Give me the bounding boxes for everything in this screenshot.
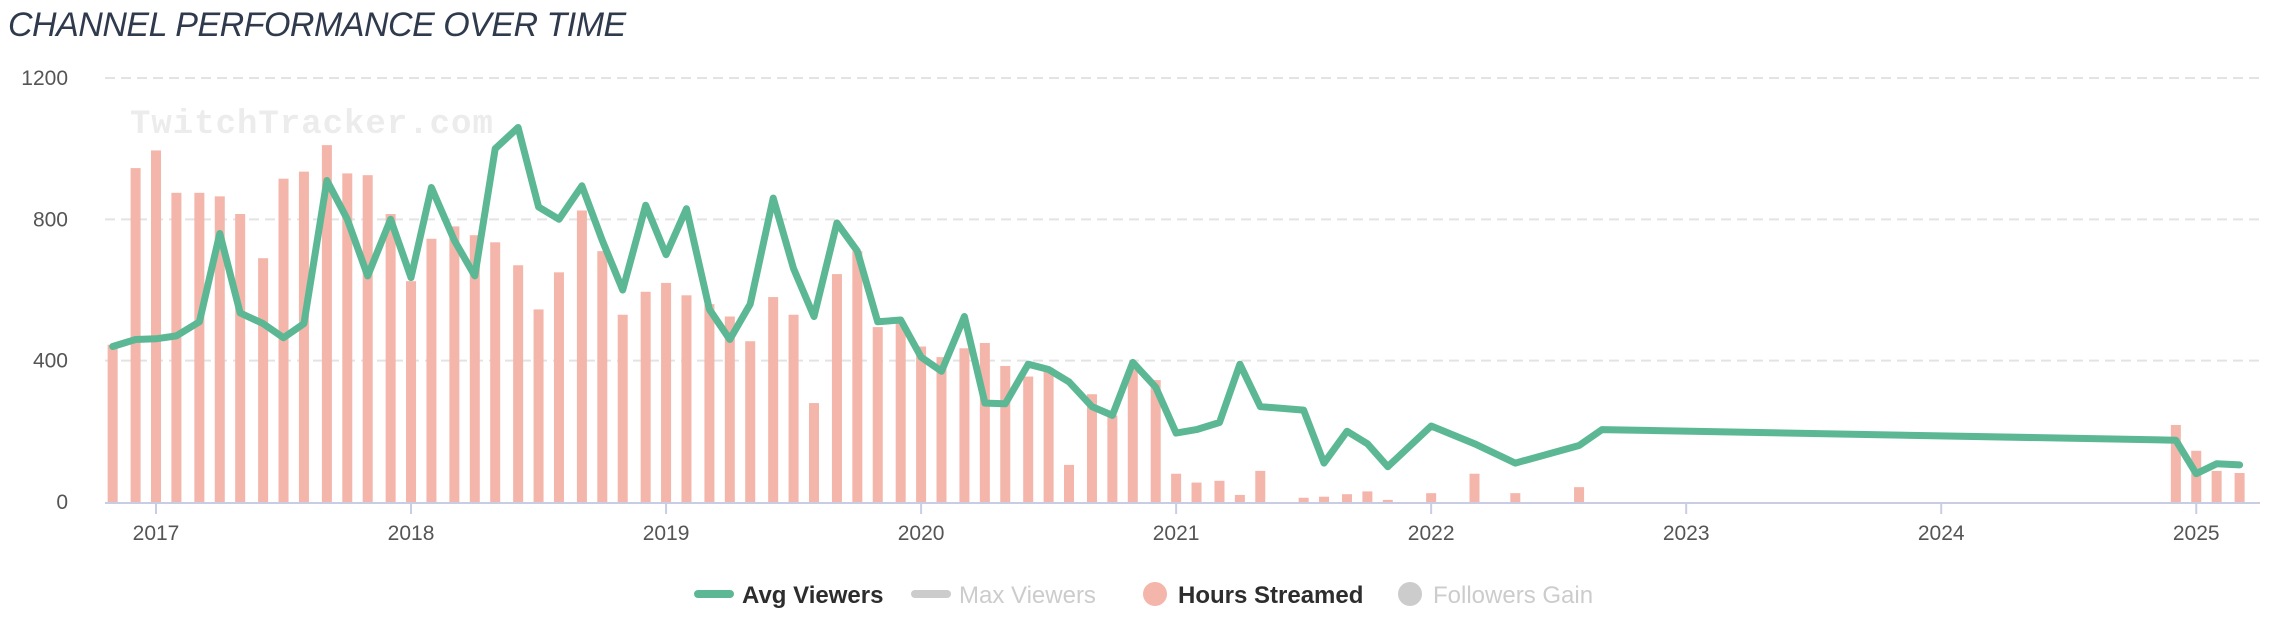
- hours-streamed-bar: [171, 192, 182, 503]
- hours-streamed-bar: [1214, 480, 1225, 502]
- hours-streamed-bar: [640, 291, 651, 502]
- hours-streamed-bar: [768, 297, 779, 502]
- hours-streamed-bar: [1382, 499, 1393, 502]
- hours-streamed-bar: [2234, 473, 2245, 502]
- hours-streamed-bar: [576, 210, 587, 502]
- hours-streamed-bar: [745, 341, 756, 502]
- hours-streamed-bar: [1341, 494, 1352, 502]
- hours-streamed-bar: [1574, 487, 1585, 502]
- hours-streamed-bar: [385, 214, 396, 503]
- hours-streamed-bar: [1362, 491, 1373, 502]
- legend-label: Avg Viewers: [742, 582, 883, 609]
- hours-streamed-bars: [107, 145, 2245, 503]
- hours-streamed-bar: [1171, 473, 1182, 502]
- hours-streamed-bar: [235, 214, 246, 503]
- hours-streamed-bar: [1064, 464, 1075, 502]
- hours-streamed-bar: [1426, 493, 1437, 502]
- legend-item-hours-streamed: Hours Streamed: [1143, 582, 1363, 609]
- avg-viewers-line: [109, 124, 2244, 478]
- hours-streamed-bar: [831, 274, 842, 502]
- hours-streamed-bar: [469, 235, 480, 502]
- hours-streamed-bar: [1255, 470, 1266, 502]
- x-tick-label: 2019: [643, 522, 690, 545]
- hours-streamed-bar: [1023, 376, 1034, 502]
- hours-streamed-bar: [617, 314, 628, 502]
- x-tick-label: 2025: [2173, 522, 2220, 545]
- hours-streamed-bar: [258, 258, 269, 502]
- hours-streamed-bar: [895, 321, 906, 502]
- hours-streamed-bar: [107, 344, 118, 502]
- x-tick-label: 2017: [133, 522, 180, 545]
- legend: Avg Viewers Max Viewers Hours Streamed Foll…: [694, 582, 1593, 609]
- hours-streamed-bar: [1234, 494, 1245, 502]
- gridlines: [105, 77, 2260, 362]
- hours-streamed-bar: [1319, 496, 1330, 502]
- hours-streamed-bar: [1043, 367, 1054, 502]
- hours-streamed-bar: [788, 314, 799, 502]
- hours-streamed-bar: [553, 272, 564, 502]
- avg-viewers-series: [109, 124, 2244, 478]
- hours-streamed-bar: [426, 238, 437, 502]
- y-tick-label: 0: [56, 491, 68, 514]
- hours-streamed-bar: [1000, 365, 1011, 502]
- hours-streamed-bar: [597, 251, 608, 502]
- hours-streamed-bar: [1191, 482, 1202, 502]
- hours-streamed-bar: [979, 343, 990, 502]
- hours-streamed-bar: [2211, 470, 2222, 502]
- x-tick-label: 2024: [1918, 522, 1965, 545]
- hours-streamed-bar: [724, 316, 735, 502]
- followers-gain-legend-icon: [1398, 582, 1422, 606]
- legend-label: Hours Streamed: [1178, 582, 1363, 609]
- x-tick-label: 2018: [388, 522, 435, 545]
- hours-streamed-bar: [1298, 497, 1309, 502]
- hours-streamed-bar: [1469, 473, 1480, 502]
- hours-streamed-bar: [704, 304, 715, 502]
- legend-label: Max Viewers: [959, 582, 1096, 609]
- legend-label: Followers Gain: [1433, 582, 1593, 609]
- hours-streamed-bar: [298, 171, 309, 502]
- y-tick-label: 400: [33, 350, 68, 373]
- legend-item-avg-viewers: Avg Viewers: [694, 582, 883, 609]
- hours-streamed-bar: [151, 150, 162, 502]
- hours-streamed-bar: [661, 282, 672, 502]
- hours-streamed-bar: [406, 281, 417, 502]
- hours-streamed-bar: [513, 265, 524, 502]
- axes: 0 400 800 1200 2017 2018 2019 2020 2021 2022 2023 2…: [21, 67, 2260, 545]
- legend-item-max-viewers: Max Viewers: [911, 582, 1096, 609]
- hours-streamed-bar: [808, 403, 819, 502]
- hours-streamed-bar: [533, 309, 544, 502]
- hours-streamed-bar: [214, 196, 225, 502]
- hours-streamed-bar: [130, 168, 141, 502]
- chart-title: CHANNEL PERFORMANCE OVER TIME: [8, 6, 626, 44]
- hours-streamed-bar: [1510, 493, 1521, 502]
- x-tick-label: 2022: [1408, 522, 1455, 545]
- hours-streamed-bar: [852, 251, 863, 502]
- hours-streamed-bar: [490, 242, 501, 503]
- hours-streamed-bar: [321, 145, 332, 502]
- hours-streamed-bar: [1127, 369, 1138, 502]
- x-tick-label: 2023: [1663, 522, 1710, 545]
- hours-streamed-bar: [1150, 380, 1161, 502]
- hours-streamed-bar: [959, 348, 970, 502]
- y-tick-label: 800: [33, 208, 68, 231]
- hours-streamed-legend-icon: [1143, 582, 1167, 606]
- hours-streamed-bar: [681, 295, 692, 502]
- hours-streamed-bar: [449, 226, 460, 502]
- hours-streamed-bar: [1107, 415, 1118, 502]
- watermark-text: TwitchTracker.com: [130, 106, 494, 144]
- hours-streamed-bar: [872, 327, 883, 502]
- x-tick-label: 2020: [898, 522, 945, 545]
- hours-streamed-bar: [194, 192, 205, 503]
- hours-streamed-bar: [362, 175, 373, 502]
- hours-streamed-bar: [2170, 424, 2181, 502]
- legend-item-followers-gain: Followers Gain: [1398, 582, 1593, 609]
- hours-streamed-bar: [1086, 394, 1097, 502]
- hours-streamed-bar: [916, 346, 927, 502]
- y-tick-label: 1200: [21, 67, 68, 90]
- hours-streamed-bar: [936, 357, 947, 502]
- x-tick-label: 2021: [1153, 522, 1200, 545]
- hours-streamed-bar: [342, 173, 353, 502]
